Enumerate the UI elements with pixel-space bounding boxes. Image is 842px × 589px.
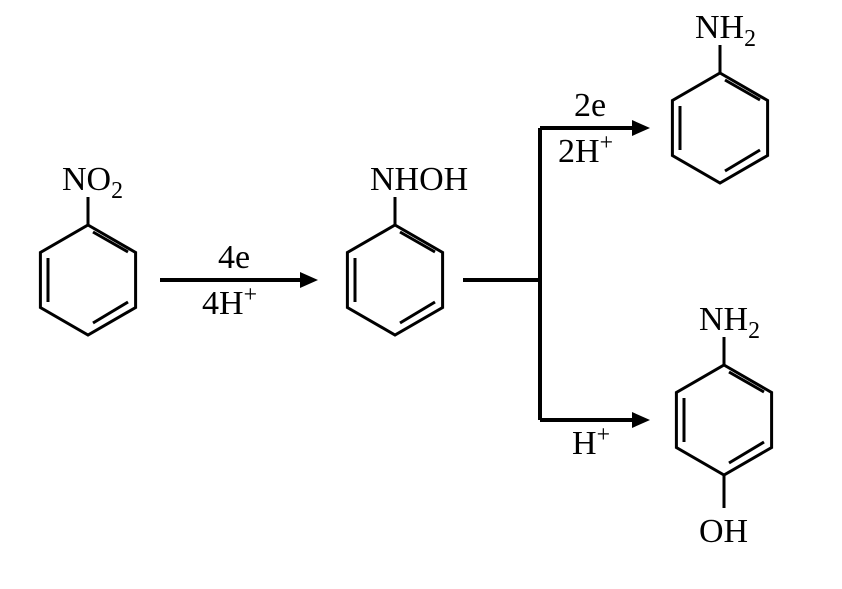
label-no2-base: NO: [62, 161, 111, 198]
aminophenol-nh2-sub: 2: [748, 318, 760, 344]
label-nh2-aminophenol: NH2: [699, 301, 760, 344]
benzene-ring: [40, 225, 135, 335]
aniline-nh2-sub: 2: [744, 26, 756, 52]
label-nh2-aniline: NH2: [695, 9, 756, 52]
branch-top-label-top: 2e: [574, 87, 606, 124]
arrow1-bottom-base: 4H: [202, 285, 244, 322]
molecule-nitrobenzene: NO2: [40, 161, 135, 335]
label-no2-sub: 2: [111, 178, 123, 204]
molecule-phenylhydroxylamine: NHOH: [347, 161, 468, 335]
label-oh: OH: [699, 513, 748, 550]
branch-connector: [463, 128, 540, 420]
benzene-ring: [347, 225, 442, 335]
branch-top-bottom-base: 2H: [558, 133, 600, 170]
label-nhoh: NHOH: [370, 161, 468, 198]
arrow1-bottom-sup: +: [244, 282, 257, 308]
arrow1-label-bottom: 4H+: [202, 282, 257, 322]
aminophenol-nh2-base: NH: [699, 301, 748, 338]
arrow-step1: 4e 4H+: [160, 239, 318, 322]
label-no2: NO2: [62, 161, 123, 204]
arrow1-label-top: 4e: [218, 239, 250, 276]
arrow-branch-bottom: H+: [540, 412, 650, 462]
benzene-ring: [672, 73, 767, 183]
molecule-aniline: NH2: [672, 9, 767, 183]
arrow-branch-top: 2e 2H+: [540, 87, 650, 170]
branch-bottom-sup: +: [597, 422, 610, 448]
branch-top-bottom-sup: +: [600, 130, 613, 156]
branch-bottom-base: H: [572, 425, 597, 462]
aniline-nh2-base: NH: [695, 9, 744, 46]
benzene-ring: [676, 365, 771, 475]
branch-top-label-bottom: 2H+: [558, 130, 613, 170]
branch-bottom-label: H+: [572, 422, 610, 462]
reaction-scheme: NO2 4e 4H+ NHOH 2e 2H+: [0, 0, 842, 589]
molecule-aminophenol: NH2 OH: [676, 301, 771, 550]
